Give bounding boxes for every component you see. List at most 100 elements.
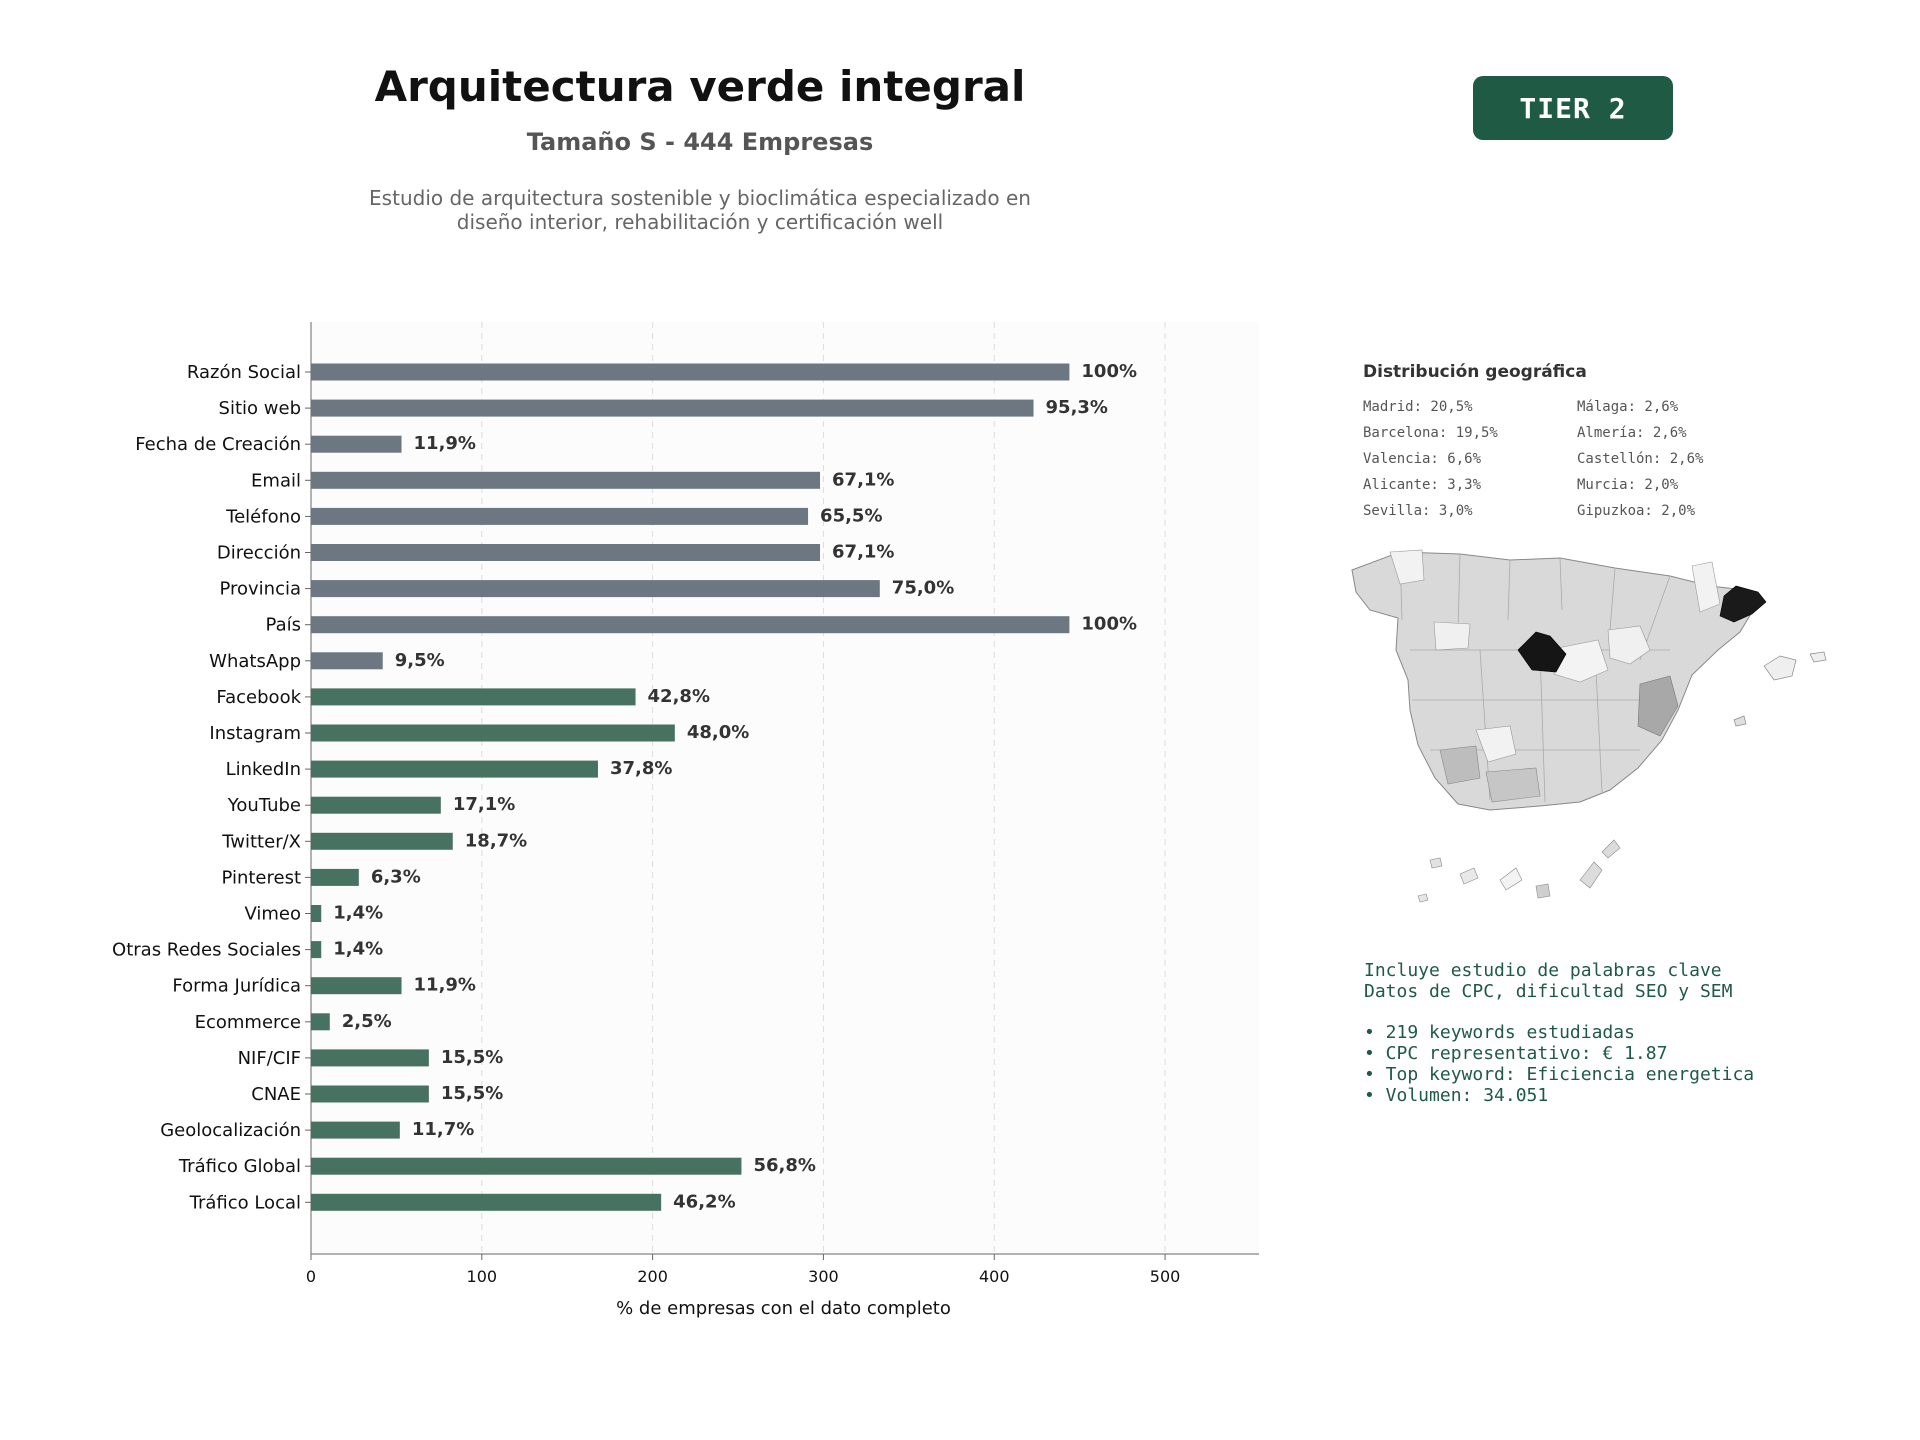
spain-choropleth-map <box>1351 549 1827 903</box>
geo-item: Alicante: 3,3% <box>1363 477 1482 493</box>
map-region-light <box>1433 621 1471 651</box>
bar <box>311 724 675 742</box>
keywords-bullet: • Top keyword: Eficiencia energetica <box>1364 1064 1755 1085</box>
data-label: 100% <box>1081 614 1137 635</box>
bar <box>311 977 402 995</box>
data-label: 67,1% <box>832 542 894 563</box>
keywords-line-1: Incluye estudio de palabras clave <box>1364 960 1722 981</box>
geo-item: Almería: 2,6% <box>1577 425 1687 441</box>
data-label: 67,1% <box>832 469 894 490</box>
category-label: Tráfico Local <box>189 1192 301 1213</box>
category-label: Provincia <box>219 579 301 600</box>
data-label: 42,8% <box>648 686 710 707</box>
data-label: 95,3% <box>1046 397 1108 418</box>
bar <box>311 760 598 778</box>
geo-item: Madrid: 20,5% <box>1363 399 1473 415</box>
map-region-light <box>1607 625 1651 665</box>
bar <box>311 1049 429 1067</box>
data-label: 48,0% <box>687 722 749 743</box>
bar <box>311 616 1070 634</box>
geo-distribution-list: Madrid: 20,5% Málaga: 2,6% Barcelona: 19… <box>1363 398 1777 521</box>
category-label: NIF/CIF <box>238 1048 301 1069</box>
category-label: Dirección <box>217 543 301 564</box>
bar <box>311 544 821 561</box>
data-label: 37,8% <box>610 758 672 779</box>
page-subtitle: Tamaño S - 444 Empresas <box>526 128 874 156</box>
bar <box>311 688 636 706</box>
bar <box>311 832 453 850</box>
map-region-malaga <box>1485 767 1541 803</box>
map-region-light <box>1389 549 1425 585</box>
data-label: 11,9% <box>414 975 476 996</box>
bar <box>311 580 880 598</box>
description-line-2: diseño interior, rehabilitación y certif… <box>456 210 944 234</box>
keywords-spacer <box>1364 1002 1754 1022</box>
x-tick-label: 200 <box>637 1267 668 1286</box>
category-label: País <box>266 615 301 636</box>
map-region-madrid <box>1517 631 1567 673</box>
bar <box>311 796 441 814</box>
bar <box>311 652 383 670</box>
category-label: Teléfono <box>225 506 301 527</box>
data-label: 1,4% <box>333 903 383 924</box>
geo-item: Gipuzkoa: 2,0% <box>1577 503 1696 519</box>
map-balearic-islands <box>1733 715 1747 727</box>
category-label: Tráfico Global <box>178 1156 301 1177</box>
page-description: Estudio de arquitectura sostenible y bio… <box>300 186 1100 234</box>
map-canary-islands <box>1601 839 1621 859</box>
x-axis-label: % de empresas con el dato completo <box>616 1298 951 1319</box>
x-tick-label: 500 <box>1150 1267 1181 1286</box>
data-label: 1,4% <box>333 939 383 960</box>
category-label: Ecommerce <box>195 1012 301 1033</box>
bar <box>311 435 402 453</box>
map-region-light <box>1691 561 1721 613</box>
map-canary-islands <box>1499 867 1523 891</box>
bar <box>311 941 322 959</box>
data-label: 6,3% <box>371 866 421 887</box>
data-label: 100% <box>1081 361 1137 382</box>
map-region-seville <box>1439 745 1481 785</box>
x-tick-label: 300 <box>808 1267 839 1286</box>
category-label: LinkedIn <box>226 759 301 780</box>
category-label: Fecha de Creación <box>135 434 301 455</box>
category-label: CNAE <box>251 1084 301 1105</box>
keywords-bullet: • Volumen: 34.051 <box>1364 1085 1549 1106</box>
bar <box>311 868 359 886</box>
geo-item: Barcelona: 19,5% <box>1363 425 1498 441</box>
data-label: 46,2% <box>673 1191 735 1212</box>
category-label: Email <box>251 470 301 491</box>
category-label: Instagram <box>209 723 301 744</box>
geo-distribution-title: Distribución geográfica <box>1363 362 1587 382</box>
geo-item: Málaga: 2,6% <box>1577 399 1679 415</box>
map-region-valencia <box>1637 675 1679 737</box>
map-canary-islands <box>1429 857 1443 869</box>
geo-item: Sevilla: 3,0% <box>1363 503 1473 519</box>
category-label: Twitter/X <box>221 831 301 852</box>
keywords-bullet: • CPC representativo: € 1.87 <box>1364 1043 1668 1064</box>
bar <box>311 905 322 922</box>
data-label: 65,5% <box>820 505 882 526</box>
keywords-bullet: • 219 keywords estudiadas <box>1364 1022 1635 1043</box>
data-label: 18,7% <box>465 830 527 851</box>
data-label: 11,9% <box>414 433 476 454</box>
map-canary-islands <box>1579 861 1603 889</box>
bar <box>311 363 1070 381</box>
category-label: YouTube <box>227 795 301 816</box>
map-mainland <box>1351 551 1759 811</box>
geo-item: Valencia: 6,6% <box>1363 451 1482 467</box>
keywords-line-2: Datos de CPC, dificultad SEO y SEM <box>1364 981 1733 1002</box>
geo-item: Murcia: 2,0% <box>1577 477 1679 493</box>
map-balearic-islands <box>1763 655 1797 681</box>
bar <box>311 1193 662 1211</box>
bar <box>311 471 821 489</box>
category-label: Facebook <box>216 687 301 708</box>
map-balearic-islands <box>1809 651 1827 663</box>
category-label: Otras Redes Sociales <box>112 940 301 961</box>
bar <box>311 507 809 525</box>
category-label: Pinterest <box>221 867 301 888</box>
bar <box>311 399 1034 417</box>
data-label: 15,5% <box>441 1047 503 1068</box>
map-region-light <box>1475 725 1517 763</box>
bar <box>311 1013 330 1031</box>
map-region-barcelona <box>1719 585 1767 623</box>
